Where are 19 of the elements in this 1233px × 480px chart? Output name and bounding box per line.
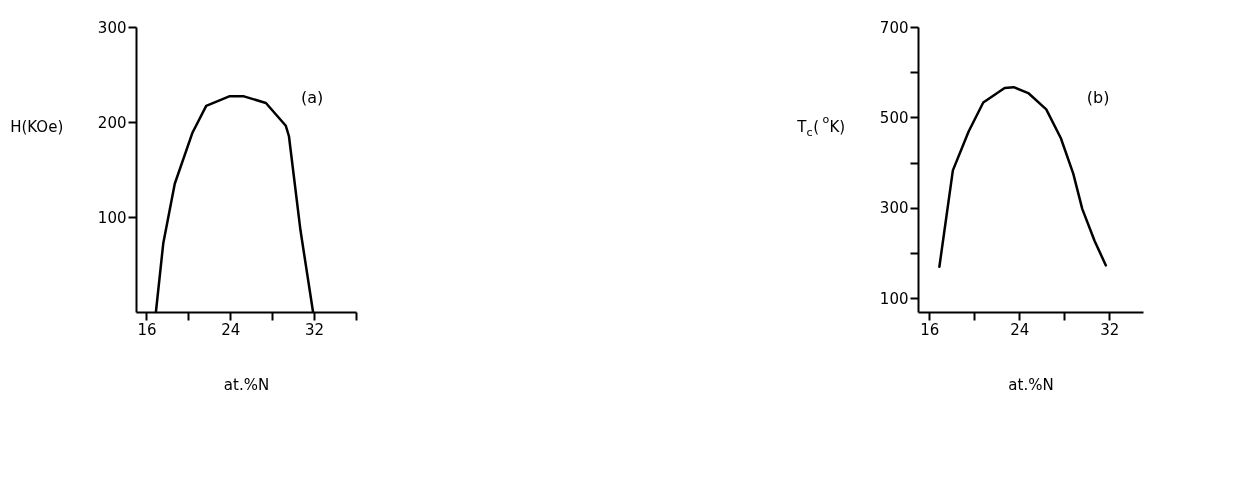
annotation: (a) — [301, 88, 324, 108]
y-axis-title: H(KOe) — [10, 117, 64, 136]
y-tick-label: 200 — [97, 113, 127, 132]
x-axis-title: at.%N — [223, 375, 270, 394]
x-tick-label: 16 — [137, 320, 157, 339]
x-axis-title: at.%N — [1008, 375, 1054, 394]
y-tick-label: 500 — [879, 108, 909, 127]
line-series — [938, 85, 1108, 269]
x-tick-label: 16 — [920, 320, 940, 339]
annotation: (b) — [1086, 88, 1110, 108]
x-tick-label: 32 — [1100, 320, 1120, 339]
y-tick-label: 300 — [879, 199, 909, 218]
y-tick-label: 700 — [879, 18, 909, 37]
y-tick-label: 100 — [97, 208, 127, 227]
y-tick-label: 100 — [879, 289, 909, 308]
y-tick-label: 300 — [97, 18, 127, 37]
x-tick-label: 24 — [1010, 320, 1030, 339]
x-tick-label: 32 — [305, 320, 325, 339]
x-tick-label: 24 — [221, 320, 241, 339]
